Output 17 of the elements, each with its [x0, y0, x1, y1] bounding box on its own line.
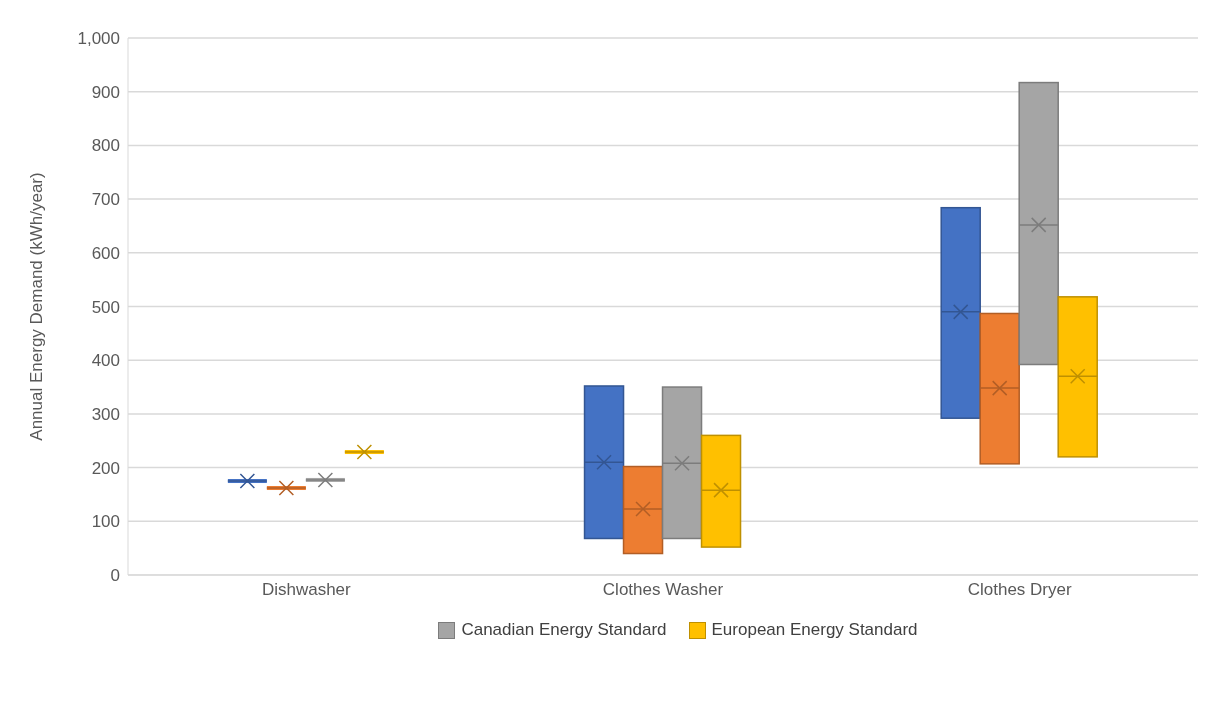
y-tick-label: 100	[91, 512, 120, 532]
y-tick-label: 500	[91, 297, 120, 317]
y-tick-label: 200	[91, 458, 120, 478]
y-tick-label: 600	[91, 243, 120, 263]
y-tick-label: 800	[91, 136, 120, 156]
x-tick-label: Clothes Dryer	[967, 580, 1072, 600]
x-tick-label: Clothes Washer	[602, 580, 724, 600]
legend-label: Canadian Energy Standard	[461, 620, 667, 640]
y-tick-label: 400	[91, 351, 120, 371]
y-tick-label: 900	[91, 82, 120, 102]
y-axis-title: Annual Energy Demand (kWh/year)	[27, 172, 47, 441]
y-tick-label: 300	[91, 404, 120, 424]
y-tick-label: 700	[91, 190, 120, 210]
x-tick-label: Dishwasher	[261, 580, 352, 600]
legend-label: European Energy Standard	[711, 620, 918, 640]
y-tick-label: 0	[110, 566, 120, 586]
y-tick-label: 1,000	[77, 29, 120, 49]
